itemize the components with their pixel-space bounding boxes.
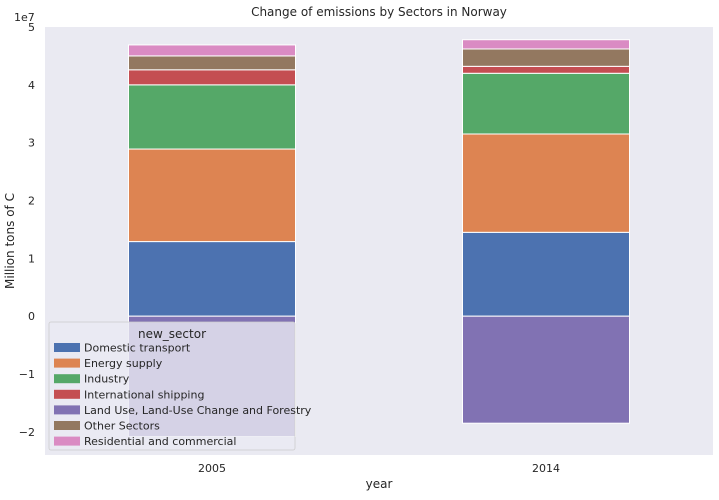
y-tick-label: 2	[28, 195, 35, 208]
y-tick-label: −1	[19, 368, 35, 381]
bar-segment	[462, 48, 630, 67]
legend-swatch	[54, 421, 80, 430]
y-axis-label: Million tons of C	[3, 193, 17, 289]
legend-swatch	[54, 389, 80, 399]
legend-frame	[48, 321, 296, 451]
legend-label: Energy supply	[84, 357, 163, 370]
legend-label: Land Use, Land-Use Change and Forestry	[84, 404, 312, 417]
legend-swatch	[54, 374, 80, 384]
legend-items: Domestic transport Energy supply Industry I…	[54, 342, 312, 448]
y-offset-label: 1e7	[14, 11, 35, 24]
y-tick-label: 0	[28, 310, 35, 323]
legend-label: Domestic transport	[84, 342, 191, 355]
x-tick-label: 2014	[532, 462, 560, 475]
x-tick-label: 2005	[198, 462, 226, 475]
legend-label: Industry	[84, 373, 130, 386]
bar-segment	[462, 65, 630, 74]
legend-swatch	[54, 358, 80, 368]
y-tick-label: 5	[28, 21, 35, 34]
bar-segment	[128, 55, 296, 71]
legend-swatch	[54, 436, 80, 446]
legend-label: Residential and commercial	[84, 435, 236, 448]
legend-label: Other Sectors	[84, 420, 160, 433]
bar-segment	[128, 69, 296, 86]
bar-segment	[128, 44, 296, 57]
y-tick-label: 3	[28, 137, 35, 150]
y-tick-label: 4	[28, 79, 35, 92]
legend-swatch	[54, 343, 80, 352]
x-axis-label: year	[366, 477, 393, 491]
chart-title: Change of emissions by Sectors in Norway	[251, 5, 507, 19]
bar-segment	[462, 231, 630, 317]
bar-segment	[128, 84, 296, 150]
bar-segment	[462, 72, 630, 135]
bar-segment	[462, 39, 630, 50]
y-ticks: −2 −1 0 1 2 3 4 5	[19, 21, 35, 439]
y-tick-label: 1	[28, 252, 35, 265]
bar-segment	[462, 133, 630, 233]
bar-segment	[128, 148, 296, 243]
legend-swatch	[54, 405, 80, 415]
legend: new_sector Domestic transport Energy supp…	[48, 321, 312, 451]
y-tick-label: −2	[19, 426, 35, 439]
x-ticks: 2005 2014	[198, 462, 560, 475]
bar-segment	[462, 315, 630, 424]
legend-title: new_sector	[138, 327, 206, 341]
bar-segment	[128, 241, 296, 317]
legend-label: International shipping	[84, 388, 204, 401]
